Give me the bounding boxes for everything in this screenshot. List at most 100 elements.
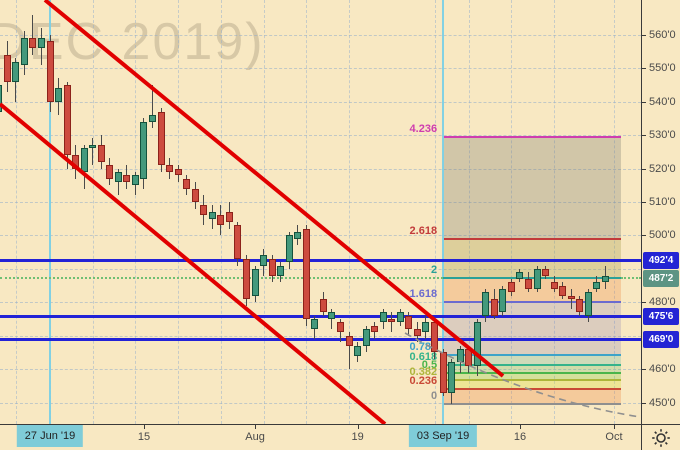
price-tick-label: 480'0 — [649, 296, 676, 309]
vertical-gridline — [511, 0, 513, 424]
candle-body — [174, 168, 182, 176]
price-tick — [642, 34, 646, 36]
candle-body — [149, 115, 157, 122]
candle-body — [601, 275, 609, 283]
price-tick — [642, 201, 646, 203]
candle-body — [268, 258, 276, 276]
time-label: 16 — [513, 431, 527, 443]
candle-body — [260, 255, 268, 266]
price-tick-label: 550'0 — [649, 62, 676, 75]
candle-body — [456, 349, 464, 363]
candle-body — [431, 322, 439, 353]
vertical-gridline — [554, 0, 556, 424]
candle-body — [337, 322, 345, 333]
candle-body — [422, 322, 430, 333]
candle-body — [55, 88, 63, 102]
candle-body — [217, 215, 225, 226]
time-label: Aug — [245, 431, 265, 443]
price-tick-label: 520'0 — [649, 162, 676, 175]
candle-body — [593, 282, 601, 289]
candle-body — [243, 258, 251, 299]
fib-level-2-line — [443, 277, 621, 280]
price-tick-label: 540'0 — [649, 95, 676, 108]
candle-body — [183, 178, 191, 189]
time-axis-line — [0, 424, 680, 425]
price-tick-label: 510'0 — [649, 195, 676, 208]
candle-layer — [0, 14, 609, 405]
price-tick-label: 450'0 — [649, 396, 676, 409]
candle-body — [208, 212, 216, 219]
price-axis-line — [641, 0, 642, 450]
time-axis[interactable]: 27 Jun '19 15 Aug 19 03 Sep '19 16 Oct — [0, 425, 641, 450]
candle-body — [354, 345, 362, 356]
fib-level-line[interactable] — [443, 238, 621, 241]
candle-body — [499, 288, 507, 313]
price-tick — [642, 168, 646, 170]
price-badge[interactable]: 487'2 — [643, 269, 679, 287]
candle-body — [525, 278, 533, 289]
time-label: Oct — [605, 431, 623, 443]
fib-level-line[interactable] — [443, 301, 621, 304]
price-tick-label: 560'0 — [649, 28, 676, 41]
candle-body — [63, 84, 71, 156]
candle-body — [396, 312, 404, 323]
candle-body — [285, 235, 293, 263]
price-tick — [642, 402, 646, 404]
candle-body — [319, 298, 327, 313]
candle-body — [388, 319, 396, 323]
candle-body — [490, 298, 498, 316]
candle-body — [362, 329, 370, 346]
candle-body — [559, 285, 567, 296]
fib-level-line[interactable] — [443, 136, 621, 139]
candle-body — [140, 121, 148, 179]
candle-body — [371, 325, 379, 333]
price-tick — [642, 68, 646, 70]
time-tick — [519, 425, 521, 429]
candle-body — [465, 349, 473, 366]
plot-area[interactable]: (DEC 2019) 4.2362.61821.6180.7860.6180.5… — [0, 0, 641, 424]
time-label-highlighted: 27 Jun '19 — [16, 425, 84, 447]
candle-body — [302, 228, 310, 319]
candle-body — [405, 315, 413, 330]
price-tick-label: 460'0 — [649, 363, 676, 376]
candle-body — [294, 232, 302, 239]
candle-body — [72, 155, 80, 169]
price-tick-label: 530'0 — [649, 129, 676, 142]
candle-body — [516, 272, 524, 279]
candle-wick — [32, 14, 34, 55]
candle-body — [20, 38, 28, 65]
candle-body — [0, 84, 3, 112]
price-axis[interactable]: 560'0 550'0 540'0 530'0 520'0 510'0 500'0 480'0… — [642, 0, 680, 424]
candle-wick — [152, 84, 154, 129]
price-badge[interactable]: 469'0 — [643, 330, 679, 348]
price-tick — [642, 235, 646, 237]
time-tick — [357, 425, 359, 429]
candle-body — [234, 225, 242, 259]
candle-body — [439, 352, 447, 393]
candle-body — [379, 312, 387, 323]
candle-body — [106, 165, 114, 179]
candle-body — [328, 312, 336, 319]
candle-body — [80, 148, 88, 172]
candle-body — [507, 282, 515, 293]
price-tick — [642, 135, 646, 137]
candle-wick — [570, 288, 572, 309]
candle-body — [473, 322, 481, 366]
candle-body — [311, 319, 319, 330]
price-tick — [642, 369, 646, 371]
time-tick — [143, 425, 145, 429]
fib-extension-dotted-right — [620, 277, 641, 280]
candle-wick — [391, 312, 393, 333]
price-badge[interactable]: 475'6 — [643, 307, 679, 325]
candle-body — [413, 329, 421, 336]
candle-body — [482, 292, 490, 316]
candle-body — [345, 335, 353, 346]
candle-body — [123, 175, 131, 182]
candle-body — [131, 175, 139, 186]
axis-settings-button[interactable] — [642, 425, 680, 450]
price-badge[interactable]: 492'4 — [643, 251, 679, 269]
candle-body — [166, 165, 174, 172]
candle-body — [550, 282, 558, 289]
candle-body — [89, 145, 97, 149]
candle-body — [12, 61, 20, 82]
